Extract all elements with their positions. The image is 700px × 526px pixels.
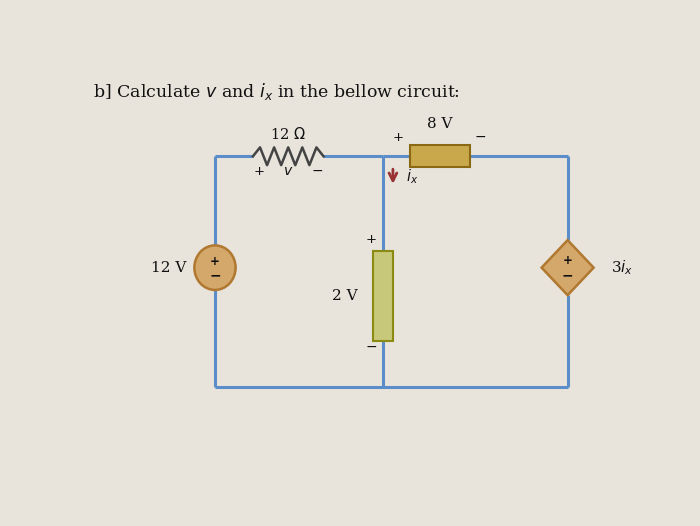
Text: −: − bbox=[312, 164, 323, 177]
Text: 12 V: 12 V bbox=[151, 261, 187, 275]
Bar bbox=[410, 145, 470, 167]
Text: +: + bbox=[210, 255, 220, 268]
Text: $i_x$: $i_x$ bbox=[407, 167, 419, 186]
Bar bbox=[373, 251, 393, 340]
Text: +: + bbox=[254, 165, 265, 177]
Text: −: − bbox=[209, 268, 220, 282]
Text: 8 V: 8 V bbox=[428, 117, 453, 131]
Text: b] Calculate $v$ and $i_x$ in the bellow circuit:: b] Calculate $v$ and $i_x$ in the bellow… bbox=[93, 82, 460, 103]
Text: −: − bbox=[365, 340, 377, 353]
Text: +: + bbox=[365, 232, 377, 246]
Polygon shape bbox=[542, 240, 594, 295]
Text: 3$i_x$: 3$i_x$ bbox=[611, 258, 634, 277]
Text: +: + bbox=[563, 254, 573, 267]
Text: $v$: $v$ bbox=[283, 164, 293, 177]
Text: 12 $\Omega$: 12 $\Omega$ bbox=[270, 126, 306, 142]
Text: +: + bbox=[393, 131, 404, 144]
Ellipse shape bbox=[195, 245, 236, 290]
Text: −: − bbox=[475, 130, 486, 144]
Text: 2 V: 2 V bbox=[332, 289, 358, 303]
Text: −: − bbox=[562, 269, 573, 283]
